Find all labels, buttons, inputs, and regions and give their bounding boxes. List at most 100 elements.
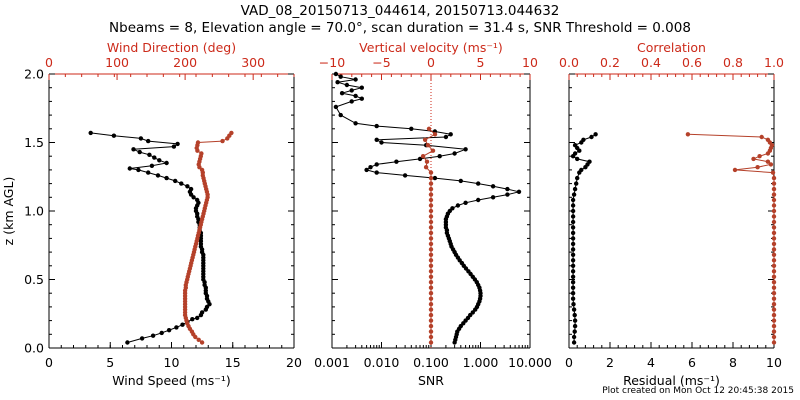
right-series-top-point <box>771 225 777 230</box>
middle-series-top-point <box>428 312 434 318</box>
right-series-top-point <box>771 247 777 252</box>
middle-series-bottom-point <box>516 189 522 194</box>
middle-series-top-point <box>428 263 434 268</box>
left-top-tick-label: 0 <box>45 55 53 70</box>
left-series-bottom-point <box>173 178 178 184</box>
left-series-bottom-point <box>171 144 177 149</box>
right-series-top-point <box>771 230 777 236</box>
left-series-bottom-point <box>131 147 136 152</box>
right-series-bottom-point <box>570 230 576 236</box>
right-series-top-point <box>771 285 777 290</box>
right-series-bottom-point <box>575 156 580 162</box>
middle-series-top-point <box>428 186 434 192</box>
middle-top-tick-label: 10 <box>522 55 538 70</box>
middle-series-bottom-point <box>443 134 449 140</box>
chart-title-line-1: VAD_08_20150713_044614, 20150713.044632 <box>240 3 560 19</box>
middle-series-bottom-point <box>450 206 455 211</box>
right-series-bottom-point <box>570 219 576 225</box>
middle-bottom-tick-label: 0.010 <box>364 355 400 370</box>
left-series-top-point <box>229 130 234 136</box>
right-series-bottom-point <box>570 263 576 268</box>
right-series-top-point <box>771 214 777 219</box>
right-series-bottom-point <box>570 197 576 203</box>
right-bottom-tick-label: 0 <box>565 355 573 370</box>
right-top-tick-label: 1.0 <box>764 55 784 70</box>
right-series-bottom-point <box>572 151 578 156</box>
middle-series-bottom-point <box>458 178 463 184</box>
right-series-top-point <box>771 208 777 214</box>
middle-series-bottom-point <box>335 80 340 85</box>
right-series-bottom-point <box>570 269 576 274</box>
left-series-top-point <box>195 140 201 145</box>
left-series-bottom-point <box>147 152 152 157</box>
middle-series-top-point <box>432 132 438 137</box>
right-series-top-point <box>770 170 776 175</box>
middle-series-bottom-line <box>335 73 520 343</box>
middle-series-top-point <box>428 219 434 225</box>
right-top-axis-label: Correlation <box>637 40 706 55</box>
right-series-bottom-point <box>570 291 576 296</box>
left-series-bottom-point <box>88 130 93 136</box>
right-series-top-point <box>771 175 777 181</box>
middle-bottom-tick-label: 0.100 <box>413 355 449 370</box>
right-series-top-point <box>771 192 777 197</box>
middle-bottom-tick-label: 10.000 <box>508 355 552 370</box>
right-series-top-point <box>771 197 777 203</box>
left-series-bottom-point <box>127 166 132 171</box>
right-series-top-point <box>771 323 777 329</box>
right-series-top-point <box>771 219 777 225</box>
middle-series-top-point <box>428 170 434 175</box>
middle-series-bottom-point <box>353 93 358 99</box>
right-series-bottom-point <box>570 225 576 230</box>
left-top-axis-label: Wind Direction (deg) <box>107 40 236 55</box>
left-series-top-point <box>199 340 205 345</box>
left-y-tick-label: 1.0 <box>24 204 44 219</box>
middle-series-top-point <box>426 126 432 131</box>
middle-series-bottom-point <box>409 126 414 131</box>
right-series-top-point <box>771 252 777 257</box>
middle-series-bottom-point <box>349 99 354 104</box>
right-series-top-point <box>768 162 774 167</box>
chart-title-line-2: Nbeams = 8, Elevation angle = 70.0°, sca… <box>109 20 691 36</box>
right-series-top-line <box>687 133 775 343</box>
left-series-bottom-point <box>157 158 162 163</box>
middle-series-top-point <box>428 252 434 257</box>
middle-series-bottom-point <box>364 167 369 173</box>
left-series-bottom-point <box>188 186 194 192</box>
left-series-bottom-point <box>174 325 179 330</box>
right-series-top-point <box>771 334 777 340</box>
left-series-bottom-point <box>179 181 184 186</box>
right-series-bottom-point <box>570 236 576 241</box>
middle-series-top-point <box>428 334 434 340</box>
right-series-top-point <box>771 312 777 318</box>
middle-series-top-point <box>428 307 434 312</box>
middle-series-bottom-point <box>402 173 408 178</box>
middle-series-bottom-point <box>333 71 339 77</box>
middle-series-top-point <box>428 296 434 301</box>
middle-series-top-point <box>428 291 434 296</box>
middle-series-top-point <box>428 318 434 323</box>
middle-series-top-point <box>428 230 434 236</box>
left-top-tick-label: 100 <box>105 55 129 70</box>
left-series-bottom-point <box>175 141 180 147</box>
middle-bottom-tick-label: 0.001 <box>314 355 350 370</box>
middle-series-bottom-point <box>353 77 358 82</box>
middle-series-bottom-point <box>338 74 343 79</box>
right-series-top-point <box>759 134 764 140</box>
left-series-bottom-point <box>185 184 190 189</box>
left-bottom-tick-label: 5 <box>106 355 114 370</box>
left-y-axis-label: z (km AGL) <box>1 177 16 246</box>
left-series-bottom-point <box>125 340 130 345</box>
right-series-top-point <box>771 307 777 312</box>
middle-series-bottom-point <box>463 200 468 205</box>
right-series-bottom-point <box>571 334 577 340</box>
right-series-top-point <box>751 156 756 162</box>
right-series-top-point <box>771 241 777 247</box>
left-series-bottom-point <box>139 336 145 341</box>
right-series-bottom-point <box>572 312 577 318</box>
middle-series-bottom-point <box>490 184 496 189</box>
right-series-top-point <box>771 291 777 296</box>
right-series-top-point <box>755 165 760 170</box>
left-series-bottom-point <box>138 136 144 141</box>
middle-series-bottom-point <box>448 132 453 137</box>
